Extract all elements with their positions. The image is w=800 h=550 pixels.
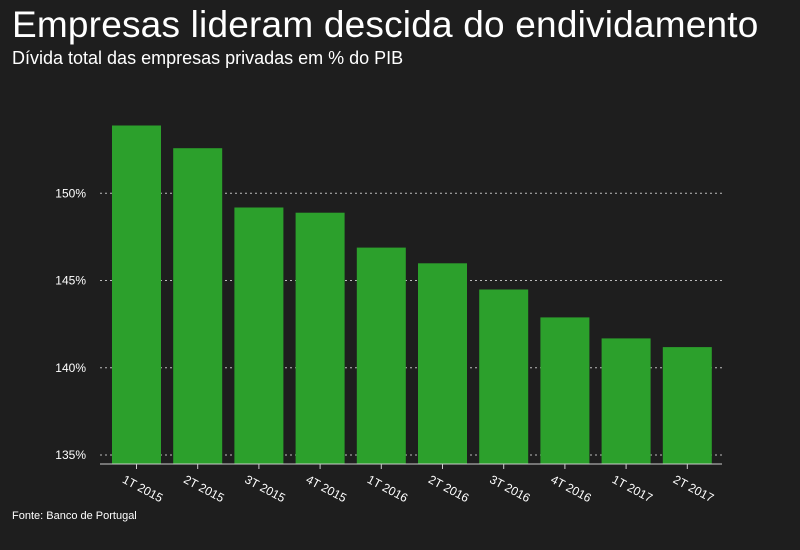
- y-tick-label: 145%: [55, 274, 86, 288]
- y-axis-ticks: 135% 140% 145% 150%: [55, 186, 86, 462]
- chart-title: Empresas lideram descida do endividament…: [12, 4, 759, 45]
- bar: [112, 125, 161, 464]
- gridlines: [100, 192, 722, 456]
- bar: [540, 317, 590, 464]
- bar: [234, 207, 284, 464]
- x-tick-label: 1T 2016: [365, 472, 411, 505]
- x-axis-ticks: 1T 2015 2T 2015 3T 2015 4T 2015 1T 2016 2T 20…: [120, 464, 716, 505]
- bar: [601, 338, 651, 464]
- chart-subtitle: Dívida total das empresas privadas em % …: [12, 48, 404, 68]
- x-tick-label: 3T 2016: [487, 472, 533, 505]
- x-tick-label: 4T 2016: [548, 472, 594, 505]
- bar: [173, 148, 223, 464]
- x-tick-label: 2T 2017: [671, 472, 717, 505]
- bars: [112, 125, 712, 464]
- bar: [356, 247, 406, 464]
- x-tick-label: 2T 2016: [426, 472, 472, 505]
- bar: [418, 263, 467, 464]
- y-tick-label: 140%: [55, 361, 86, 375]
- x-tick-label: 3T 2015: [242, 472, 288, 505]
- bar: [295, 212, 345, 464]
- x-tick-label: 2T 2015: [181, 472, 227, 505]
- x-tick-label: 1T 2017: [610, 472, 656, 505]
- bar: [662, 347, 712, 464]
- y-tick-label: 135%: [55, 448, 86, 462]
- source-note: Fonte: Banco de Portugal: [12, 510, 137, 522]
- x-tick-label: 4T 2015: [304, 472, 350, 505]
- y-tick-label: 150%: [55, 186, 86, 200]
- x-tick-label: 1T 2015: [120, 472, 166, 505]
- bar: [479, 289, 529, 464]
